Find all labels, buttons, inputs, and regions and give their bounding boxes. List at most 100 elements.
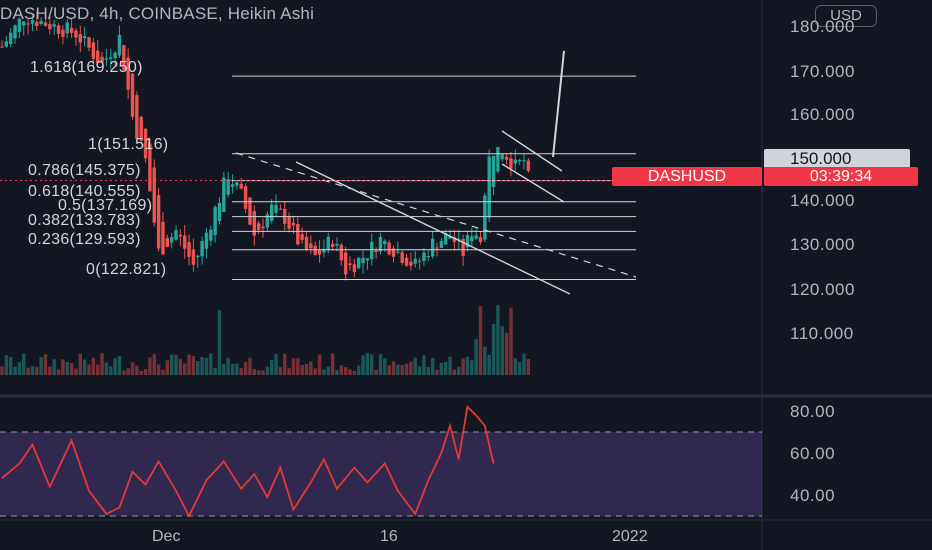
volume-bar	[483, 346, 487, 375]
candle-body	[174, 229, 178, 240]
candle-body	[104, 58, 109, 60]
candle-body	[426, 255, 430, 257]
candle-body	[235, 182, 239, 186]
volume-bar	[309, 361, 313, 375]
volume-bar	[430, 357, 435, 375]
volume-bar	[235, 363, 239, 375]
price-tick-label: 170.000	[790, 62, 855, 81]
time-tick-label: 2022	[612, 528, 648, 545]
time-tick-label: 16	[380, 528, 398, 545]
wedge-upper-line	[501, 130, 563, 172]
volume-bar	[361, 355, 365, 375]
volume-bar	[278, 367, 283, 375]
candle-body	[435, 247, 439, 249]
candle-body	[417, 260, 422, 262]
candle-body	[461, 239, 465, 256]
candle-body	[452, 237, 457, 242]
volume-bar	[378, 353, 383, 375]
volume-bar	[48, 366, 52, 375]
volume-bar	[187, 354, 191, 375]
volume-bar	[417, 366, 422, 375]
wedge-lower-line	[501, 163, 565, 203]
candle-body	[409, 261, 413, 266]
volume-bar	[265, 366, 270, 375]
candle-body	[256, 223, 261, 230]
candle-body	[326, 236, 330, 251]
volume-bar	[330, 353, 335, 375]
candle-body	[517, 160, 522, 162]
candle-body	[222, 177, 226, 212]
candle-body	[357, 257, 361, 269]
candle-body	[413, 258, 417, 264]
volume-bar	[391, 361, 396, 375]
volume-bar	[478, 306, 483, 375]
volume-bar	[130, 362, 135, 375]
volume-bar	[135, 365, 139, 375]
volume-bar	[13, 366, 17, 375]
volume-bar	[239, 368, 243, 375]
volume-bar	[448, 356, 452, 375]
price-tick-label: 180.000	[790, 17, 855, 36]
candle-body	[243, 186, 248, 209]
candle-body	[370, 241, 374, 260]
volume-bar	[365, 353, 370, 375]
volume-bar	[161, 369, 165, 375]
volume-bar	[470, 360, 474, 375]
candle-body	[4, 41, 9, 47]
volume-bar	[274, 353, 278, 375]
candle-body	[183, 235, 187, 249]
candle-body	[22, 21, 26, 26]
volume-bar	[339, 365, 343, 375]
fib-label: 0.5(137.169)	[58, 197, 153, 214]
volume-bar	[300, 364, 304, 375]
rsi-tick-label: 80.00	[790, 402, 836, 421]
candle-body	[30, 20, 35, 24]
volume-bar	[17, 362, 22, 375]
volume-bar	[422, 355, 426, 375]
candle-body	[226, 179, 230, 195]
channel-upper-line	[295, 161, 571, 295]
projection-line	[552, 50, 565, 158]
candle-body	[352, 264, 357, 273]
candle-body	[109, 57, 113, 59]
candle-body	[74, 30, 78, 38]
time-tick-label: Dec	[152, 528, 181, 545]
currency-button[interactable]: USD	[815, 5, 877, 27]
volume-bar	[113, 358, 117, 375]
candle-body	[78, 33, 82, 43]
candle-body	[343, 252, 348, 275]
candle-body	[65, 22, 69, 34]
candle-body	[113, 52, 117, 59]
candle-body	[261, 226, 265, 229]
volume-bar	[243, 361, 248, 375]
countdown-price-tag: 03:39:34	[764, 167, 918, 186]
fib-label: 0.382(133.783)	[28, 212, 141, 229]
volume-bar	[104, 362, 109, 375]
volume-bar	[183, 363, 187, 375]
candle-body	[304, 237, 309, 250]
volume-bar	[169, 354, 174, 375]
fib-label: 0(122.821)	[86, 261, 167, 278]
candle-body	[35, 21, 39, 27]
volume-bar	[209, 353, 213, 375]
candle-body	[365, 258, 370, 261]
fib-label: 0.786(145.375)	[28, 162, 141, 179]
candle-body	[457, 238, 461, 240]
volume-bar	[174, 354, 178, 375]
volume-bar	[326, 366, 330, 375]
candle-body	[265, 214, 270, 228]
candle-body	[483, 195, 487, 240]
volume-bar	[26, 367, 30, 375]
candle-body	[296, 223, 300, 245]
candle-body	[69, 27, 74, 33]
volume-bar	[322, 369, 326, 375]
volume-bar	[522, 353, 526, 375]
candle-body	[439, 241, 444, 248]
chart-title: DASH/USD, 4h, COINBASE, Heikin Ashi	[0, 4, 315, 23]
volume-bar	[139, 370, 143, 375]
volume-bar	[343, 367, 348, 375]
candle-body	[491, 155, 496, 188]
volume-bar	[217, 310, 222, 375]
price-tick-label: 160.000	[790, 105, 855, 124]
